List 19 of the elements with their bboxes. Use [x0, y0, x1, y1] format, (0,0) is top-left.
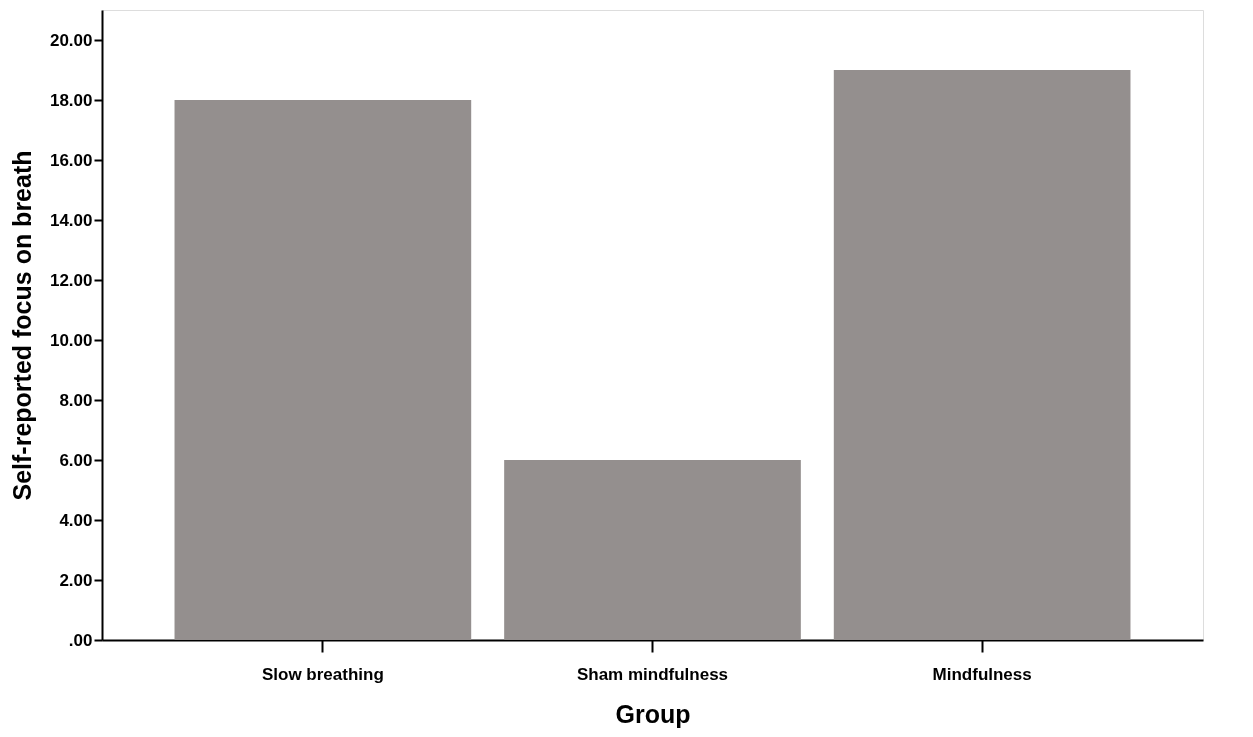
y-tick-label: 14.00: [49, 210, 93, 230]
y-tick-label: .00: [68, 630, 93, 650]
y-tick-label: 10.00: [49, 330, 93, 350]
x-tick-label: Mindfulness: [932, 664, 1032, 684]
y-tick-label: 12.00: [49, 270, 93, 290]
x-tick-label: Sham mindfulness: [576, 664, 729, 684]
x-tick-label: Slow breathing: [261, 664, 384, 684]
y-tick-label: 6.00: [59, 450, 93, 470]
y-axis-title: Self-reported focus on breath: [7, 150, 36, 501]
bar: [174, 100, 472, 640]
bar: [504, 460, 801, 640]
bar: [833, 70, 1131, 640]
y-tick-label: 20.00: [49, 30, 93, 50]
x-axis-title: Group: [615, 699, 691, 728]
y-tick-label: 8.00: [59, 390, 93, 410]
y-tick-label: 2.00: [59, 570, 93, 590]
y-tick-label: 4.00: [59, 510, 93, 530]
y-tick-label: 16.00: [49, 150, 93, 170]
y-tick-label: 18.00: [49, 90, 93, 110]
